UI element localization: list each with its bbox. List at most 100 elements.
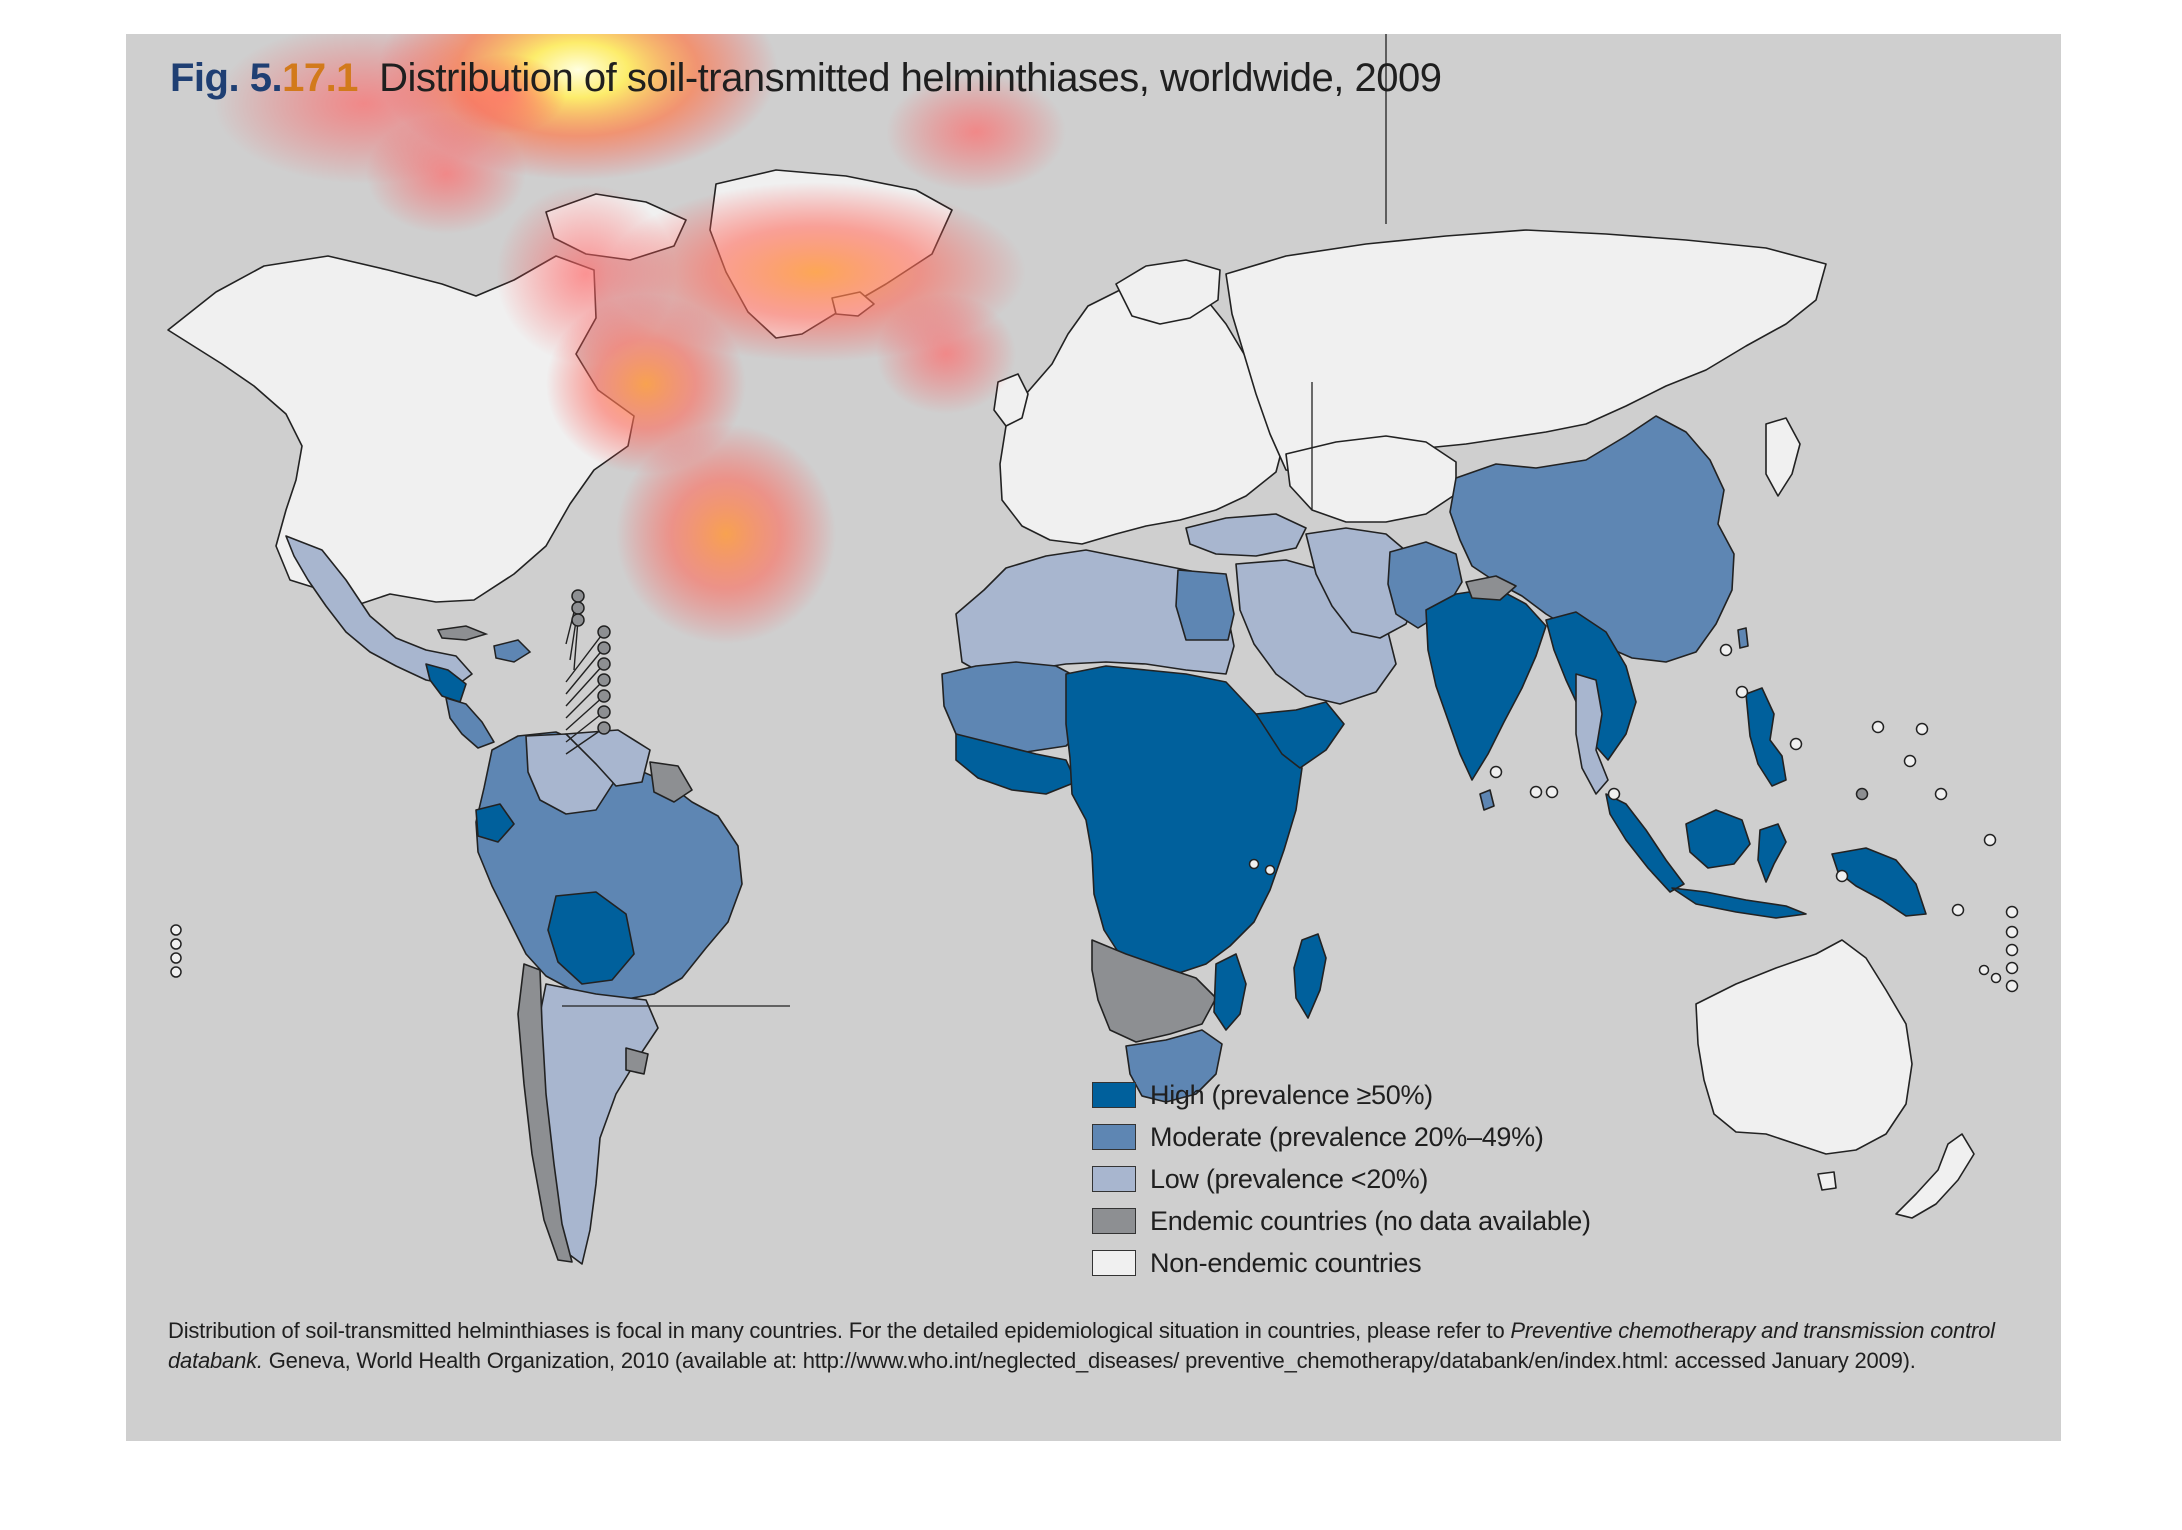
legend-label: Non-endemic countries	[1150, 1247, 1422, 1278]
region-madagascar	[1293, 933, 1327, 1019]
region-north-america	[167, 255, 635, 607]
region-new-zealand	[1895, 1133, 1975, 1219]
region-venezuela	[565, 729, 651, 787]
island-marker	[1735, 685, 1749, 699]
caribbean-island-marker	[597, 673, 611, 687]
island-marker	[1529, 785, 1543, 799]
figure-title-text: Distribution of soil-transmitted helmint…	[379, 56, 1442, 100]
region-central-africa	[1065, 665, 1303, 975]
map-legend: High (prevalence ≥50%) Moderate (prevale…	[1092, 1074, 1591, 1284]
region-sumatra	[1605, 793, 1685, 893]
island-marker	[2005, 961, 2019, 975]
figure-title: Fig. 5.17.1 Distribution of soil-transmi…	[170, 56, 1442, 101]
legend-label: High (prevalence ≥50%)	[1150, 1079, 1433, 1110]
region-himalaya	[1465, 575, 1517, 601]
caribbean-island-marker	[571, 601, 585, 615]
caribbean-island-marker	[597, 721, 611, 735]
caribbean-island-marker	[571, 613, 585, 627]
island-marker	[1835, 869, 1849, 883]
region-guianas	[649, 761, 693, 803]
island-marker	[1607, 787, 1621, 801]
caribbean-island-marker	[597, 641, 611, 655]
region-mozambique	[1213, 953, 1247, 1031]
legend-label: Moderate (prevalence 20%–49%)	[1150, 1121, 1544, 1152]
region-new-guinea	[1831, 847, 1927, 917]
island-marker	[1903, 754, 1917, 768]
legend-swatch	[1092, 1124, 1136, 1150]
island-marker	[170, 952, 182, 964]
region-northern-asia	[1225, 229, 1827, 477]
region-sri-lanka	[1479, 789, 1495, 811]
island-marker	[1545, 785, 1559, 799]
region-greenland	[709, 169, 953, 339]
caribbean-island-marker	[597, 689, 611, 703]
island-marker	[1915, 722, 1929, 736]
legend-item-low: Low (prevalence <20%)	[1092, 1158, 1591, 1200]
figure-panel: Fig. 5.17.1 Distribution of soil-transmi…	[126, 34, 2061, 1441]
island-marker	[1264, 864, 1276, 876]
legend-swatch	[1092, 1208, 1136, 1234]
island-marker	[1978, 964, 1990, 976]
region-thailand	[1575, 673, 1609, 795]
caribbean-island-marker	[571, 589, 585, 603]
island-marker	[2005, 943, 2019, 957]
region-bolivia	[547, 891, 635, 985]
island-marker	[1489, 765, 1503, 779]
figure-footnote: Distribution of soil-transmitted helmint…	[168, 1316, 2028, 1376]
caribbean-island-marker	[597, 625, 611, 639]
island-marker	[2005, 979, 2019, 993]
region-southern-africa	[1091, 939, 1217, 1043]
legend-item-endemic: Endemic countries (no data available)	[1092, 1200, 1591, 1242]
region-borneo	[1685, 809, 1751, 869]
region-egypt	[1175, 569, 1235, 641]
region-korea-japan	[1765, 417, 1801, 497]
region-cuba	[436, 625, 489, 641]
region-taiwan	[1737, 627, 1749, 649]
region-india	[1425, 587, 1547, 781]
legend-item-non-endemic: Non-endemic countries	[1092, 1242, 1591, 1284]
caribbean-island-marker	[597, 657, 611, 671]
region-south-africa	[1125, 1029, 1223, 1103]
island-marker	[1934, 787, 1948, 801]
figure-number: 17.1	[282, 56, 358, 100]
region-chile	[517, 963, 573, 1263]
legend-item-moderate: Moderate (prevalence 20%–49%)	[1092, 1116, 1591, 1158]
caribbean-island-marker	[597, 705, 611, 719]
region-philippines	[1745, 687, 1787, 787]
region-tasmania	[1817, 1171, 1837, 1191]
region-horn-of-africa	[1255, 701, 1345, 769]
region-uruguay	[625, 1047, 649, 1075]
island-marker	[170, 924, 182, 936]
legend-swatch	[1092, 1250, 1136, 1276]
region-australia	[1695, 939, 1913, 1155]
footnote-source-title: Preventive chemotherapy and transmission…	[168, 1318, 1995, 1373]
legend-swatch	[1092, 1082, 1136, 1108]
island-marker	[1871, 720, 1885, 734]
region-sulawesi	[1757, 823, 1787, 883]
island-marker	[1789, 737, 1803, 751]
island-marker	[1990, 972, 2002, 984]
region-central-asia	[1285, 435, 1457, 523]
region-ecuador	[475, 803, 515, 843]
legend-swatch	[1092, 1166, 1136, 1192]
region-scandinavia	[1115, 259, 1221, 325]
island-marker	[170, 938, 182, 950]
island-marker	[1248, 858, 1260, 870]
footnote-text-continued: Geneva, World Health Organization, 2010 …	[262, 1348, 1916, 1373]
region-hispaniola	[493, 639, 532, 663]
region-java	[1671, 887, 1807, 919]
figure-label: Fig. 5.	[170, 56, 283, 100]
legend-item-high: High (prevalence ≥50%)	[1092, 1074, 1591, 1116]
region-west-coast	[955, 733, 1077, 795]
island-marker	[1951, 903, 1965, 917]
island-marker	[1855, 787, 1869, 801]
region-turkey	[1185, 513, 1307, 557]
footnote-text: Distribution of soil-transmitted helmint…	[168, 1318, 1511, 1343]
island-marker	[2005, 925, 2019, 939]
legend-label: Endemic countries (no data available)	[1150, 1205, 1591, 1236]
region-central-america-south	[445, 697, 495, 749]
legend-label: Low (prevalence <20%)	[1150, 1163, 1429, 1194]
island-marker	[170, 966, 182, 978]
island-marker	[1719, 643, 1733, 657]
island-marker	[2005, 905, 2019, 919]
